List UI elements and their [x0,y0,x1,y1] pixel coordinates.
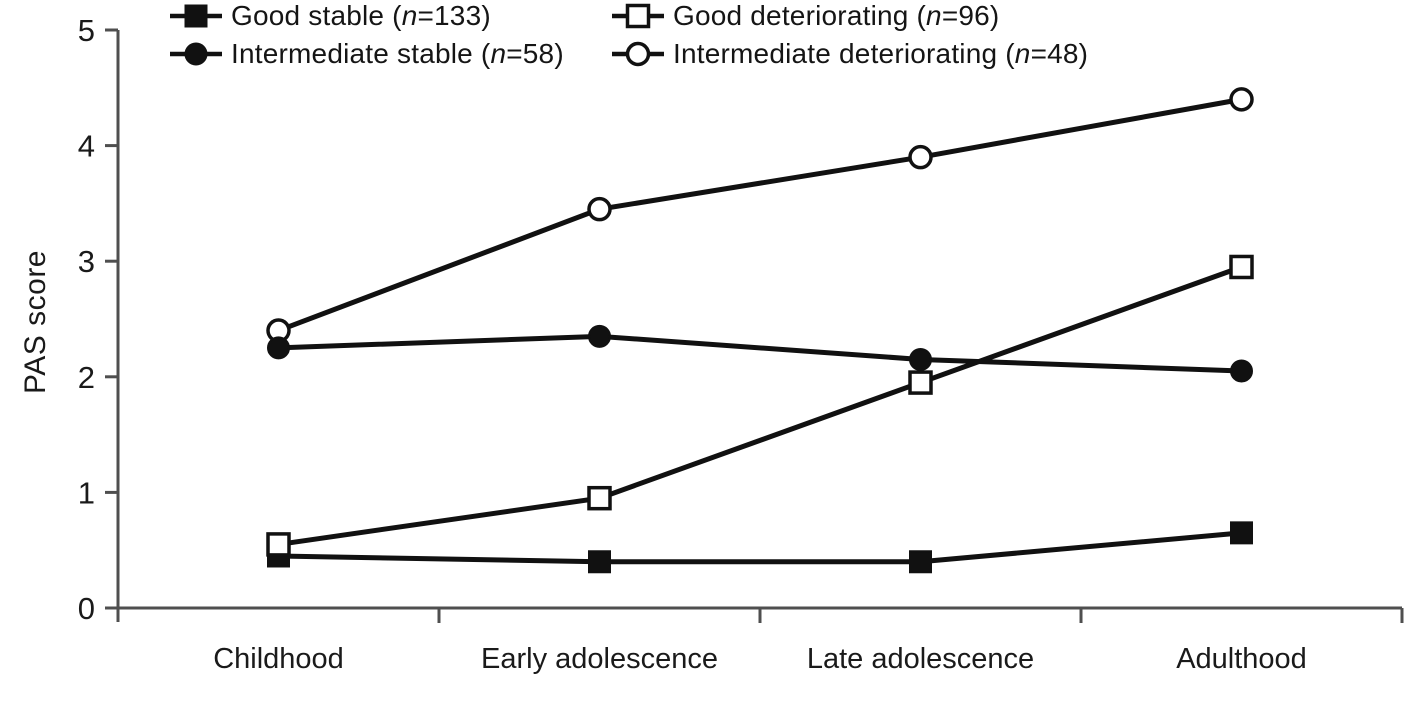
legend-label-good-stable: Good stable (n=133) [231,0,491,31]
legend-item-intermediate-stable: Intermediate stable (n=58) [170,36,564,72]
chart-legend: Good stable (n=133) Good deteriorating (n… [0,0,1409,80]
series-line-good-stable [276,530,1244,565]
y-tick-label-1: 1 [78,475,95,510]
marker-good-deteriorating-1 [587,485,612,511]
series-line-intermediate-stable [276,333,1244,374]
y-tick-label-2: 2 [78,360,95,395]
series-line-good-deteriorating [276,264,1244,547]
y-axis-title: PAS score [19,250,52,394]
marker-good-stable-2 [909,550,932,574]
y-tick-label-0: 0 [78,591,95,626]
legend-label-good-deteriorating: Good deteriorating (n=96) [673,0,1000,31]
legend-marker-shape [625,41,651,67]
series-line-intermediate-deteriorating [276,96,1244,334]
legend-marker-shape [625,3,651,29]
y-tick-label-3: 3 [78,244,95,279]
marker-good-deteriorating-0 [266,532,291,557]
y-tick-label-5: 5 [78,13,95,48]
marker-intermediate-stable-0 [267,336,290,360]
marker-good-stable-1 [588,550,611,574]
legend-marker-open-circle-icon [612,41,664,67]
legend-marker-shape [184,4,208,28]
y-tick-label-4: 4 [78,129,95,164]
legend-item-intermediate-deteriorating: Intermediate deteriorating (n=48) [612,36,1088,72]
marker-good-deteriorating-3 [1229,254,1254,280]
legend-label-intermediate-deteriorating: Intermediate deteriorating (n=48) [673,38,1089,69]
legend-label-intermediate-stable: Intermediate stable (n=58) [231,38,564,69]
x-category-label-childhood: Childhood [213,643,344,675]
legend-marker-open-square-icon [612,3,664,29]
x-category-label-late-adolescence: Late adolescence [807,643,1034,675]
legend-item-good-stable: Good stable (n=133) [170,0,491,34]
legend-marker-filled-square-icon [170,4,222,28]
marker-intermediate-stable-2 [909,347,932,371]
marker-good-stable-3 [1230,521,1253,545]
legend-item-good-deteriorating: Good deteriorating (n=96) [612,0,999,34]
marker-intermediate-deteriorating-1 [587,196,612,222]
x-category-label-adulthood: Adulthood [1176,643,1307,675]
legend-marker-filled-circle-icon [170,42,222,66]
marker-intermediate-stable-1 [588,324,611,348]
legend-marker-shape [184,42,208,66]
marker-good-deteriorating-2 [908,370,933,395]
marker-intermediate-deteriorating-2 [908,144,933,170]
x-category-label-early-adolescence: Early adolescence [481,643,718,675]
marker-intermediate-stable-3 [1230,359,1253,383]
marker-intermediate-deteriorating-3 [1229,87,1254,112]
